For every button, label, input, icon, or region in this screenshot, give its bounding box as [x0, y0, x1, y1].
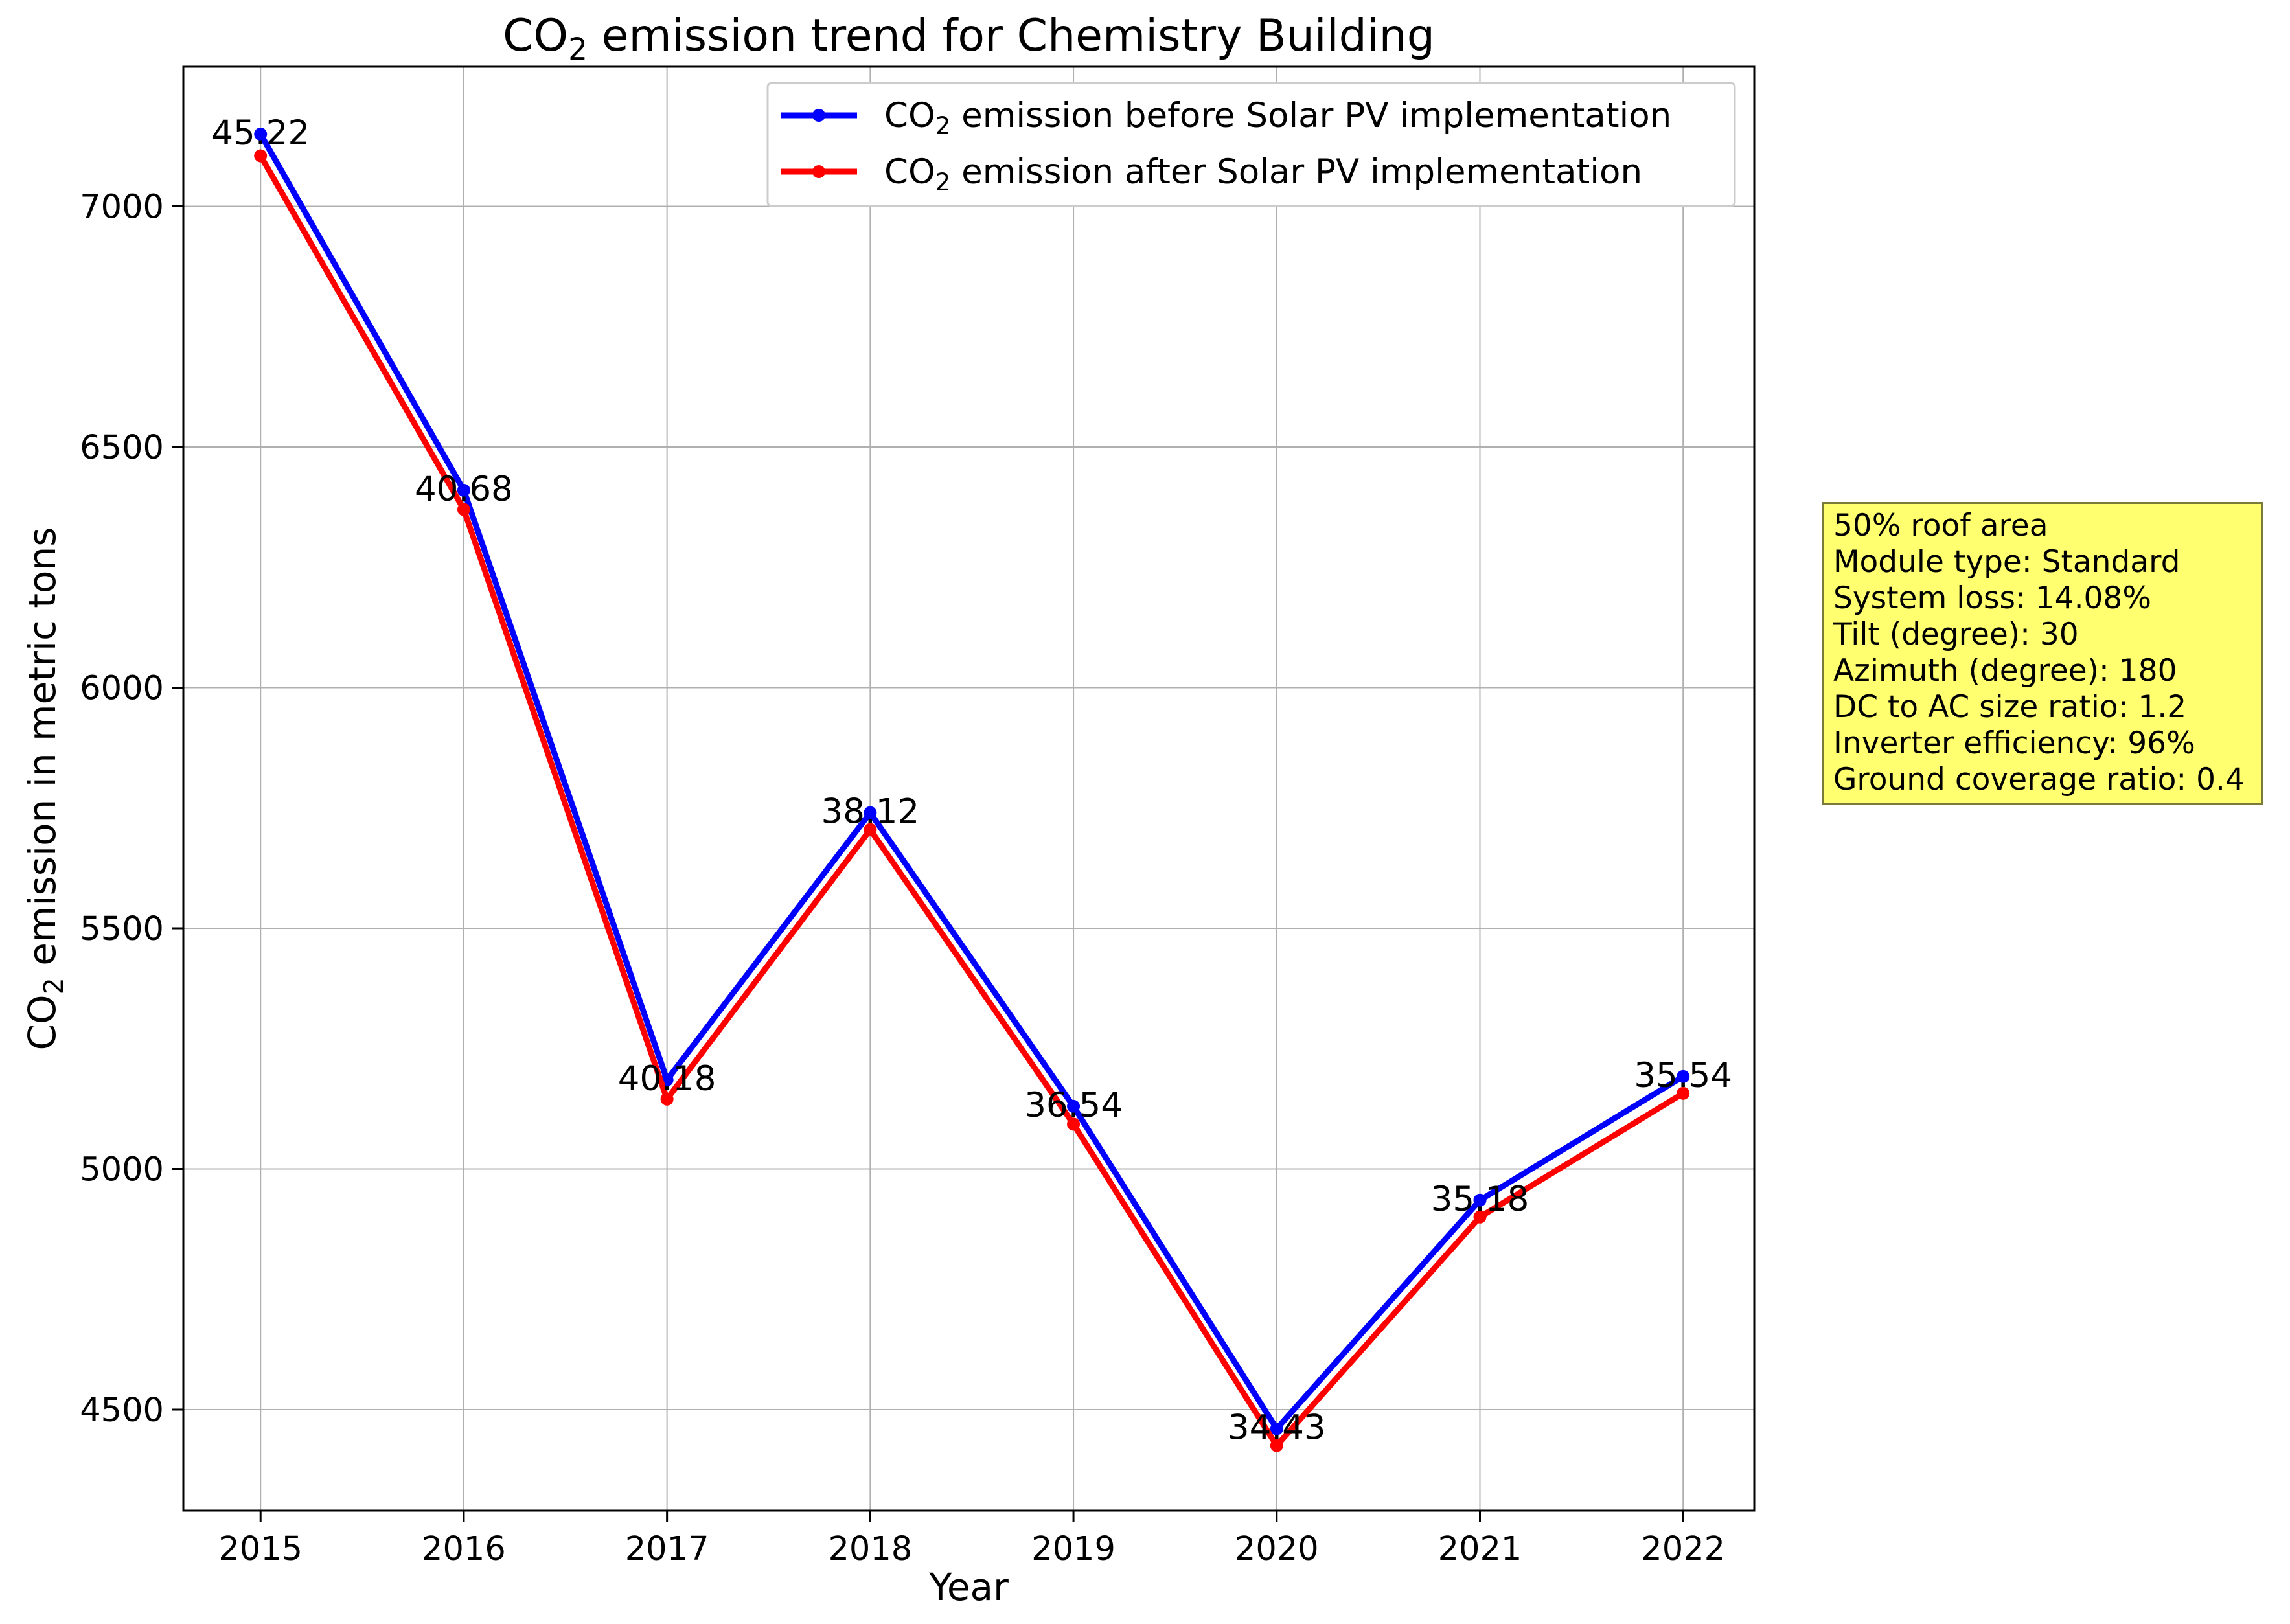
- data-point-before: [1270, 1422, 1283, 1435]
- legend-marker-after: [812, 165, 825, 178]
- x-tick-label: 2020: [1235, 1530, 1319, 1568]
- info-line: Azimuth (degree): 180: [1833, 653, 2177, 689]
- data-point-after: [254, 149, 268, 163]
- x-tick-label: 2015: [218, 1530, 303, 1568]
- x-tick-label: 2017: [625, 1530, 709, 1568]
- data-point-after: [457, 503, 470, 516]
- x-tick-label: 2016: [422, 1530, 506, 1568]
- info-line: System loss: 14.08%: [1833, 580, 2151, 616]
- x-tick-label: 2019: [1031, 1530, 1116, 1568]
- annotation-layer: 45.22 40.68 40.18 38.12 36.54 34.43 35.18 35.54: [211, 113, 1732, 1448]
- pv-parameters-box: 50% roof area Module type: Standard Syst…: [1822, 502, 2263, 805]
- grid-layer: [183, 67, 1754, 1511]
- y-tick-label: 5500: [80, 910, 164, 948]
- y-axis-label: CO2 emission in metric tons: [20, 527, 69, 1051]
- data-point-after: [1473, 1210, 1487, 1224]
- data-point-after: [660, 1092, 674, 1106]
- data-point-before: [864, 806, 877, 819]
- series-layer: [254, 128, 1690, 1452]
- legend-label-after: CO2 emission after Solar PV implementati…: [884, 152, 1642, 196]
- data-point-after: [1270, 1439, 1283, 1452]
- legend: CO2 emission before Solar PV implementat…: [766, 82, 1736, 207]
- legend-box: [766, 82, 1736, 207]
- data-point-before: [1473, 1193, 1487, 1207]
- info-line: Tilt (degree): 30: [1833, 617, 2079, 652]
- x-tick-label: 2022: [1641, 1530, 1725, 1568]
- y-tick-label: 6500: [80, 429, 164, 467]
- data-label: 36.54: [1024, 1086, 1123, 1125]
- data-label: 35.54: [1634, 1056, 1732, 1095]
- data-label: 34.43: [1228, 1408, 1326, 1448]
- info-line: 50% roof area: [1833, 508, 2048, 543]
- x-tick-label: 2021: [1438, 1530, 1522, 1568]
- y-tick-label: 6000: [80, 669, 164, 707]
- info-line: Ground coverage ratio: 0.4: [1833, 762, 2245, 797]
- legend-entry-before: CO2 emission before Solar PV implementat…: [781, 96, 1671, 140]
- info-line: Inverter efficiency: 96%: [1833, 726, 2195, 761]
- y-tick-label: 5000: [80, 1150, 164, 1189]
- x-tick-label: 2018: [828, 1530, 912, 1568]
- data-label: 40.68: [415, 470, 513, 509]
- info-line: DC to AC size ratio: 1.2: [1833, 689, 2187, 725]
- data-label: 45.22: [211, 113, 310, 153]
- info-line: Module type: Standard: [1833, 544, 2181, 580]
- plot-frame: [182, 65, 1756, 1512]
- data-label: 35.18: [1431, 1180, 1529, 1219]
- legend-marker-before: [812, 109, 825, 122]
- y-tick-label: 4500: [80, 1391, 164, 1430]
- data-label: 40.18: [618, 1059, 716, 1099]
- legend-entry-after: CO2 emission after Solar PV implementati…: [781, 152, 1642, 196]
- x-axis-label: Year: [928, 1565, 1009, 1609]
- y-tick-label: 7000: [80, 188, 164, 226]
- data-point-after: [1067, 1117, 1081, 1131]
- series-line-before: [258, 132, 1685, 1434]
- data-point-before: [457, 483, 470, 497]
- series-line-after: [258, 154, 1685, 1451]
- chart-title: CO2 emission trend for Chemistry Buildin…: [503, 10, 1435, 67]
- data-point-before: [1677, 1069, 1690, 1083]
- data-point-after: [864, 823, 877, 836]
- data-point-before: [254, 128, 268, 141]
- legend-label-before: CO2 emission before Solar PV implementat…: [884, 96, 1671, 140]
- data-point-before: [1067, 1099, 1081, 1113]
- tick-layer: 2015 2016 2017 2018 2019 2020 2021 2022 4500 5000…: [80, 188, 1725, 1568]
- data-label: 38.12: [821, 792, 919, 832]
- data-point-after: [1677, 1086, 1690, 1100]
